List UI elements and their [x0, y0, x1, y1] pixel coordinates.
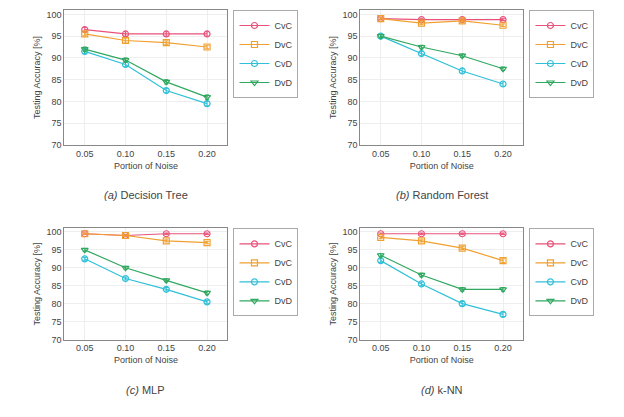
svg-text:85: 85: [348, 281, 358, 291]
svg-text:DvD: DvD: [274, 296, 292, 306]
svg-text:0.15: 0.15: [453, 149, 471, 159]
svg-text:DvD: DvD: [570, 78, 588, 88]
svg-text:0.10: 0.10: [117, 149, 135, 159]
svg-text:95: 95: [52, 31, 62, 41]
svg-text:85: 85: [52, 281, 62, 291]
svg-text:0.10: 0.10: [413, 343, 431, 353]
svg-text:75: 75: [52, 317, 62, 327]
svg-text:70: 70: [52, 335, 62, 345]
svg-text:CvC: CvC: [274, 21, 292, 31]
svg-text:CvD: CvD: [570, 59, 588, 69]
svg-text:Portion of Noise: Portion of Noise: [114, 161, 178, 171]
svg-text:DvC: DvC: [274, 258, 292, 268]
svg-text:CvD: CvD: [570, 277, 588, 287]
svg-text:70: 70: [348, 335, 358, 345]
svg-text:CvD: CvD: [274, 59, 292, 69]
svg-text:CvC: CvC: [570, 239, 588, 249]
svg-text:90: 90: [52, 53, 62, 63]
svg-text:0.15: 0.15: [158, 343, 176, 353]
svg-text:Testing Accuracy [%]: Testing Accuracy [%]: [328, 36, 338, 119]
svg-text:100: 100: [342, 227, 357, 237]
svg-text:0.20: 0.20: [494, 343, 512, 353]
svg-text:80: 80: [348, 97, 358, 107]
svg-text:0.05: 0.05: [76, 343, 94, 353]
svg-text:100: 100: [47, 10, 62, 20]
svg-text:Testing Accuracy [%]: Testing Accuracy [%]: [32, 36, 42, 119]
svg-text:80: 80: [52, 97, 62, 107]
svg-text:(c) MLP: (c) MLP: [126, 384, 165, 396]
svg-text:Testing Accuracy [%]: Testing Accuracy [%]: [32, 242, 42, 325]
svg-text:(b) Random Forest: (b) Random Forest: [396, 189, 488, 201]
svg-text:DvC: DvC: [274, 40, 292, 50]
svg-text:DvC: DvC: [570, 40, 588, 50]
svg-text:Testing Accuracy [%]: Testing Accuracy [%]: [328, 242, 338, 325]
svg-text:70: 70: [348, 140, 358, 150]
svg-text:90: 90: [348, 263, 358, 273]
svg-text:(a) Decision Tree: (a) Decision Tree: [104, 189, 188, 201]
svg-text:75: 75: [348, 118, 358, 128]
svg-text:Portion of Noise: Portion of Noise: [410, 355, 474, 365]
svg-text:95: 95: [348, 31, 358, 41]
svg-text:0.20: 0.20: [494, 149, 512, 159]
svg-text:75: 75: [52, 118, 62, 128]
svg-text:95: 95: [348, 245, 358, 255]
svg-text:0.15: 0.15: [158, 149, 176, 159]
svg-text:Portion of Noise: Portion of Noise: [410, 161, 474, 171]
svg-text:0.10: 0.10: [413, 149, 431, 159]
svg-text:90: 90: [52, 263, 62, 273]
svg-text:Portion of Noise: Portion of Noise: [114, 355, 178, 365]
svg-text:85: 85: [52, 75, 62, 85]
svg-text:75: 75: [348, 317, 358, 327]
svg-text:DvC: DvC: [570, 258, 588, 268]
svg-text:70: 70: [52, 140, 62, 150]
svg-text:0.20: 0.20: [198, 343, 216, 353]
svg-text:80: 80: [348, 299, 358, 309]
svg-text:CvD: CvD: [274, 277, 292, 287]
svg-text:DvD: DvD: [570, 296, 588, 306]
svg-text:90: 90: [348, 53, 358, 63]
svg-text:80: 80: [52, 299, 62, 309]
svg-text:0.10: 0.10: [117, 343, 135, 353]
svg-text:CvC: CvC: [570, 21, 588, 31]
svg-text:100: 100: [47, 227, 62, 237]
svg-text:CvC: CvC: [274, 239, 292, 249]
svg-text:0.20: 0.20: [198, 149, 216, 159]
svg-text:100: 100: [342, 10, 357, 20]
svg-text:DvD: DvD: [274, 78, 292, 88]
svg-text:0.05: 0.05: [76, 149, 94, 159]
svg-text:85: 85: [348, 75, 358, 85]
svg-text:0.15: 0.15: [453, 343, 471, 353]
svg-text:0.05: 0.05: [372, 149, 390, 159]
svg-text:95: 95: [52, 245, 62, 255]
svg-text:0.05: 0.05: [372, 343, 390, 353]
svg-text:(d) k-NN: (d) k-NN: [421, 384, 463, 396]
